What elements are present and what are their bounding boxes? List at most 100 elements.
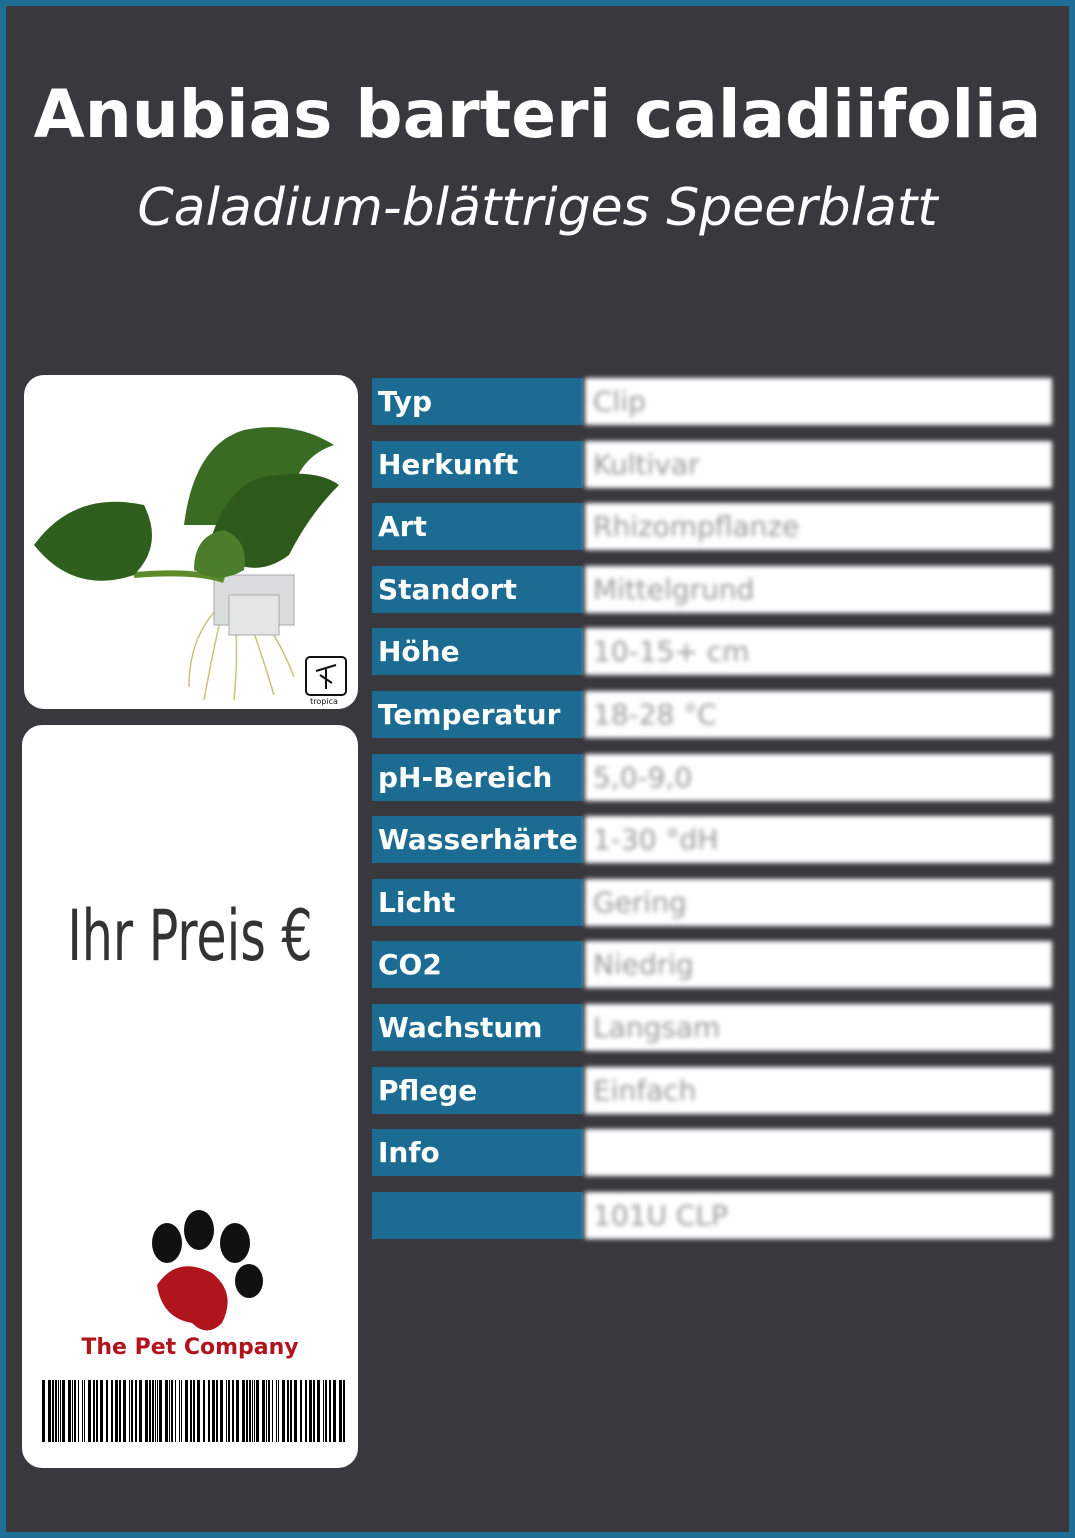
barcode-bar: [155, 1380, 156, 1442]
barcode-bar: [339, 1380, 342, 1442]
barcode-bar: [96, 1380, 98, 1442]
barcode-bar: [179, 1380, 180, 1442]
barcode-bar: [262, 1380, 265, 1442]
paw-logo: [152, 1210, 263, 1331]
barcode-bar: [268, 1380, 270, 1442]
barcode-bar: [266, 1380, 267, 1442]
price-card: Ihr Preis € The Pet Company: [22, 725, 358, 1468]
row-label: Wasserhärte: [372, 816, 583, 864]
subtitle: Caladium-blättriges Speerblatt: [137, 178, 938, 238]
row-value: 5,0-9,0: [585, 753, 1052, 801]
row-label: CO2: [372, 941, 583, 989]
image-card: tropica: [24, 375, 358, 709]
barcode-bar: [119, 1380, 121, 1442]
barcode-bar: [323, 1380, 324, 1442]
barcode-bar: [48, 1380, 51, 1442]
barcode-bar: [115, 1380, 118, 1442]
barcode-bar: [290, 1380, 292, 1442]
barcode-bar: [276, 1380, 277, 1442]
barcode-bar: [226, 1380, 227, 1442]
barcode-bar: [93, 1380, 95, 1442]
barcode-bar: [129, 1380, 130, 1442]
barcode-bar: [287, 1380, 289, 1442]
barcode-bar: [242, 1380, 245, 1442]
barcode-bar: [82, 1380, 83, 1442]
barcode-bar: [254, 1380, 255, 1442]
row-label: Typ: [372, 378, 583, 425]
row-label: Herkunft: [372, 440, 583, 488]
logo-text: tropica: [310, 697, 338, 706]
row-label: pH-Bereich: [372, 753, 583, 801]
barcode-bar: [52, 1380, 54, 1442]
barcode-bar: [171, 1380, 173, 1442]
row-label: Wachstum: [372, 1004, 583, 1051]
barcode-bar: [325, 1380, 327, 1442]
barcode-bar: [272, 1380, 273, 1442]
barcode-bar: [42, 1380, 45, 1442]
row-value: 10-15+ cm: [585, 628, 1052, 676]
row-label: Info: [372, 1129, 583, 1177]
barcode-bar: [309, 1380, 312, 1442]
barcode-bar: [252, 1380, 253, 1442]
row-value: Kultivar: [585, 440, 1052, 488]
barcode-bar: [305, 1380, 307, 1442]
barcode-bar: [55, 1380, 57, 1442]
barcode-bar: [88, 1380, 91, 1442]
plant-image: tropica: [34, 427, 347, 706]
barcode-bar: [72, 1380, 73, 1442]
barcode-bar: [152, 1380, 154, 1442]
barcode-bar: [294, 1380, 297, 1442]
barcode-bar: [197, 1380, 200, 1442]
row-value: Gering: [585, 878, 1052, 926]
row-label: Art: [372, 503, 583, 551]
barcode-bar: [278, 1380, 279, 1442]
barcode-bar: [185, 1380, 188, 1442]
barcode-bar: [62, 1380, 65, 1442]
barcode-bar: [193, 1380, 195, 1442]
row-value: 1-30 °dH: [585, 816, 1052, 864]
title: Anubias barteri caladiifolia: [33, 76, 1042, 153]
row-value: 101U CLP: [585, 1191, 1052, 1239]
barcode-bar: [228, 1380, 230, 1442]
row-value: [585, 1129, 1052, 1177]
barcode-bar: [249, 1380, 251, 1442]
barcode-bar: [165, 1380, 168, 1442]
row-value: 18-28 °C: [585, 691, 1052, 738]
barcode: [42, 1380, 345, 1442]
barcode-bar: [313, 1380, 315, 1442]
barcode-bar: [131, 1380, 133, 1442]
price-label: Ihr Preis €: [67, 895, 313, 977]
barcode-bar: [68, 1380, 71, 1442]
row-value: Clip: [585, 378, 1052, 425]
barcode-bar: [74, 1380, 76, 1442]
barcode-bar: [123, 1380, 126, 1442]
row-label: [372, 1191, 583, 1239]
barcode-bar: [135, 1380, 137, 1442]
row-label: Standort: [372, 565, 583, 613]
row-value: Niedrig: [585, 941, 1052, 989]
row-label: Pflege: [372, 1066, 583, 1114]
barcode-bar: [246, 1380, 248, 1442]
barcode-bar: [159, 1380, 162, 1442]
barcode-bar: [333, 1380, 336, 1442]
barcode-bar: [139, 1380, 142, 1442]
barcode-bar: [236, 1380, 239, 1442]
barcode-bar: [282, 1380, 285, 1442]
barcode-bar: [100, 1380, 103, 1442]
barcode-bar: [60, 1380, 61, 1442]
barcode-bar: [111, 1380, 113, 1442]
row-label: Höhe: [372, 628, 583, 676]
barcode-bar: [190, 1380, 192, 1442]
barcode-bar: [317, 1380, 320, 1442]
barcode-bar: [212, 1380, 215, 1442]
barcode-bar: [343, 1380, 345, 1442]
barcode-bar: [256, 1380, 259, 1442]
row-label: Licht: [372, 878, 583, 926]
barcode-bar: [169, 1380, 170, 1442]
row-value: Rhizompflanze: [585, 503, 1052, 551]
barcode-bar: [181, 1380, 182, 1442]
barcode-bar: [220, 1380, 223, 1442]
row-value: Langsam: [585, 1004, 1052, 1051]
barcode-bar: [329, 1380, 331, 1442]
